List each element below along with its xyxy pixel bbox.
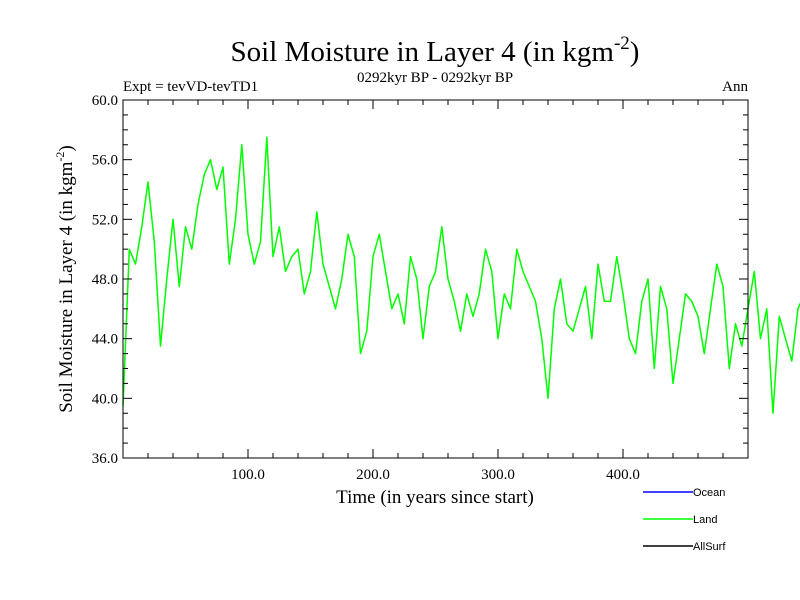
ticks-group: 100.0 200.0 300.0 400.0 36.0 40.0 44.0 48.0 52.0… [92, 93, 748, 483]
y-tick-label: 48.0 [92, 272, 118, 288]
legend-label-allsurf: AllSurf [693, 541, 726, 553]
x-tick-label: 200.0 [356, 467, 390, 483]
x-tick-label: 300.0 [481, 467, 515, 483]
plot-frame [122, 99, 749, 459]
y-tick-label: 52.0 [92, 212, 118, 228]
legend: Ocean Land AllSurf [643, 487, 726, 553]
chart-title: Soil Moisture in Layer 4 (in kgm-2) [231, 33, 640, 68]
season-label: Ann [722, 79, 748, 95]
x-tick-label: 400.0 [606, 467, 640, 483]
experiment-label: Expt = tevVD-tevTD1 [123, 79, 258, 95]
series-group [122, 136, 800, 415]
x-axis-label: Time (in years since start) [336, 487, 534, 508]
y-axis-label: Soil Moisture in Layer 4 (in kgm-2) [53, 145, 77, 413]
y-tick-label: 40.0 [92, 391, 118, 407]
y-tick-label: 44.0 [92, 332, 118, 348]
chart-subtitle: 0292kyr BP - 0292kyr BP [357, 70, 513, 86]
y-tick-label: 60.0 [92, 93, 118, 109]
y-tick-label: 56.0 [92, 153, 118, 169]
series-line-land [122, 136, 800, 415]
x-tick-label: 100.0 [231, 467, 265, 483]
legend-label-land: Land [693, 514, 717, 526]
legend-label-ocean: Ocean [693, 487, 725, 499]
y-tick-label: 36.0 [92, 451, 118, 467]
